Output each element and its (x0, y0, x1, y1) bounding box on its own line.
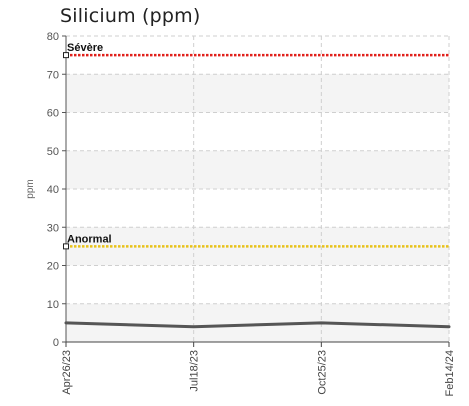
data-point (320, 321, 323, 325)
y-tick-label: 70 (47, 69, 59, 81)
y-tick-label: 30 (47, 222, 59, 234)
plot-axes (62, 35, 450, 347)
x-tick-label: Apr26/23 (61, 350, 73, 395)
data-point (192, 325, 195, 328)
y-tick-label: 20 (47, 261, 59, 273)
y-tick-label: 0 (53, 337, 59, 349)
y-tick-label: 40 (47, 184, 59, 196)
axis-labels: 0 10 20 30 40 50 60 70 80 Apr26/23 Jul18/23 Oct25/2… (25, 31, 456, 396)
plot-band (66, 227, 449, 266)
plot-band (66, 74, 449, 113)
reference-marker (63, 243, 69, 250)
x-tick-label: Oct25/23 (316, 350, 328, 395)
series-lines (64, 321, 451, 329)
chart-title: Silicium (ppm) (60, 5, 201, 27)
y-tick-label: 80 (47, 31, 59, 43)
x-tick-label: Feb14/24 (444, 350, 456, 396)
reference-marker (63, 52, 69, 59)
series-line (64, 321, 451, 329)
plot-band (66, 150, 449, 189)
y-tick-label: 50 (47, 146, 59, 158)
reference-lines: Sévère Anormal (63, 42, 449, 250)
plot-band (66, 303, 449, 342)
y-tick-label: 60 (47, 108, 59, 120)
data-point (447, 325, 451, 328)
plot-bands (66, 74, 449, 342)
y-tick-label: 10 (47, 299, 59, 311)
reference-label: Anormal (67, 233, 112, 245)
reference-label: Sévère (67, 42, 103, 54)
x-tick-label: Jul18/23 (189, 350, 201, 392)
y-axis-label: ppm (25, 179, 36, 198)
data-point (64, 321, 68, 325)
